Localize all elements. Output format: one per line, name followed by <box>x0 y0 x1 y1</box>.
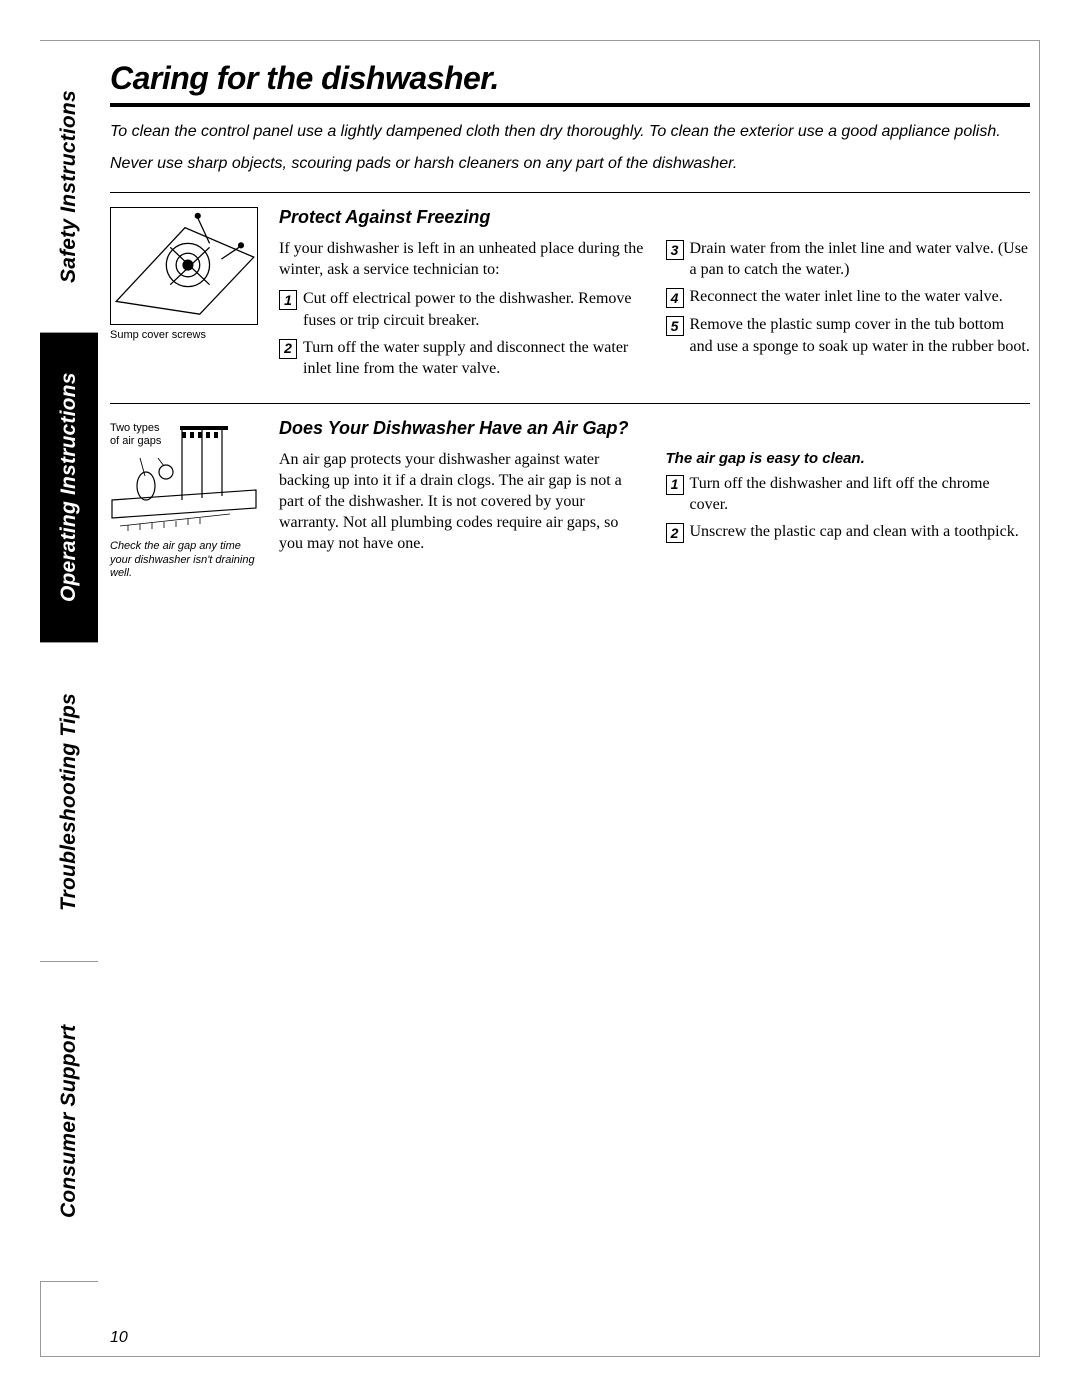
airgap-col-right: The air gap is easy to clean. 1 Turn off… <box>666 449 1031 563</box>
step-txt: Cut off electrical power to the dishwash… <box>303 288 644 330</box>
figure-airgap-label: Two types of air gaps <box>110 422 168 448</box>
step-num: 3 <box>666 240 684 260</box>
section-divider-2 <box>110 403 1030 404</box>
airgap-body: An air gap protects your dishwasher agai… <box>279 449 644 555</box>
step-2: 2 Turn off the water supply and disconne… <box>279 337 644 379</box>
sidebar-tab-support: Consumer Support <box>40 962 98 1282</box>
step-3: 3 Drain water from the inlet line and wa… <box>666 238 1031 280</box>
intro-p2: Never use sharp objects, scouring pads o… <box>110 153 1030 175</box>
section-airgap: Two types of air gaps <box>110 418 1030 581</box>
airgap-minihead: The air gap is easy to clean. <box>666 449 1031 469</box>
freezing-col-left: If your dishwasher is left in an unheate… <box>279 238 644 385</box>
section-freezing: Sump cover screws Protect Against Freezi… <box>110 207 1030 385</box>
step-txt: Remove the plastic sump cover in the tub… <box>690 314 1031 356</box>
freezing-lead: If your dishwasher is left in an unheate… <box>279 238 644 280</box>
step-num: 4 <box>666 288 684 308</box>
airgap-step-1: 1 Turn off the dishwasher and lift off t… <box>666 473 1031 515</box>
heading-airgap: Does Your Dishwasher Have an Air Gap? <box>279 418 1030 439</box>
sidebar-tabs: Safety Instructions Operating Instructio… <box>40 40 98 1357</box>
figure-sump-caption: Sump cover screws <box>110 329 265 343</box>
sidebar-tab-troubleshooting: Troubleshooting Tips <box>40 642 98 962</box>
step-txt: Turn off the dishwasher and lift off the… <box>690 473 1031 515</box>
figure-airgap-caption: Check the air gap any time your dishwash… <box>110 540 265 581</box>
step-num: 1 <box>666 475 684 495</box>
figure-sump-illustration <box>110 207 258 325</box>
page-content: Caring for the dishwasher. To clean the … <box>110 60 1030 581</box>
step-txt: Reconnect the water inlet line to the wa… <box>690 286 1031 308</box>
title-rule <box>110 103 1030 107</box>
step-txt: Turn off the water supply and disconnect… <box>303 337 644 379</box>
page-title: Caring for the dishwasher. <box>110 60 1030 103</box>
step-num: 1 <box>279 290 297 310</box>
figure-airgap: Two types of air gaps <box>110 418 265 581</box>
figure-sump: Sump cover screws <box>110 207 265 385</box>
step-num: 2 <box>279 339 297 359</box>
section-divider-1 <box>110 192 1030 193</box>
freezing-col-right: 3 Drain water from the inlet line and wa… <box>666 238 1031 385</box>
page-number: 10 <box>110 1329 128 1347</box>
step-num: 5 <box>666 316 684 336</box>
step-1: 1 Cut off electrical power to the dishwa… <box>279 288 644 330</box>
step-txt: Unscrew the plastic cap and clean with a… <box>690 521 1031 543</box>
intro-block: To clean the control panel use a lightly… <box>110 121 1030 174</box>
heading-freezing: Protect Against Freezing <box>279 207 1030 228</box>
intro-p1: To clean the control panel use a lightly… <box>110 121 1030 143</box>
airgap-col-left: An air gap protects your dishwasher agai… <box>279 449 644 563</box>
sidebar-tab-safety: Safety Instructions <box>40 40 98 332</box>
step-txt: Drain water from the inlet line and wate… <box>690 238 1031 280</box>
airgap-step-2: 2 Unscrew the plastic cap and clean with… <box>666 521 1031 543</box>
step-4: 4 Reconnect the water inlet line to the … <box>666 286 1031 308</box>
step-num: 2 <box>666 523 684 543</box>
step-5: 5 Remove the plastic sump cover in the t… <box>666 314 1031 356</box>
sidebar-tab-operating: Operating Instructions <box>40 332 98 642</box>
